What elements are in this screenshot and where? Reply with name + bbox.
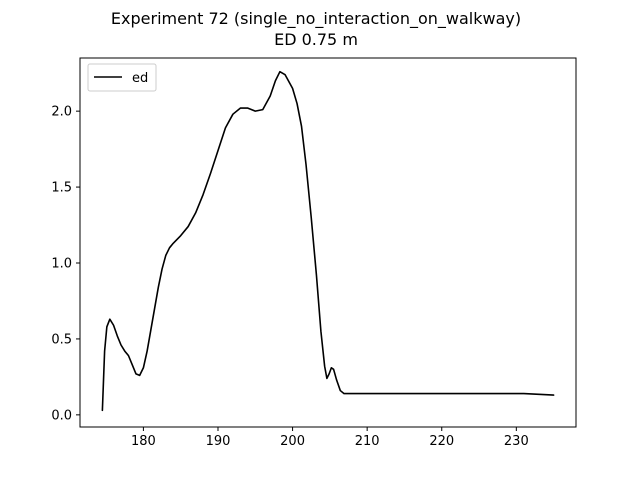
plot-frame xyxy=(79,57,577,428)
series-line-ed xyxy=(101,70,555,412)
series-layer xyxy=(101,70,555,412)
plot-area xyxy=(79,57,577,428)
legend-label-ed: ed xyxy=(132,71,148,86)
legend: ed xyxy=(87,63,157,92)
x-tick-label: 220 xyxy=(429,434,454,449)
x-tick-label: 230 xyxy=(504,434,529,449)
y-axis: 0.0 0.5 1.0 1.5 2.0 xyxy=(51,105,80,423)
chart-title: Experiment 72 (single_no_interaction_on_… xyxy=(111,9,521,29)
chart-subtitle: ED 0.75 m xyxy=(274,30,358,49)
x-tick-label: 190 xyxy=(206,434,231,449)
x-tick-label: 180 xyxy=(131,434,156,449)
y-tick-label: 0.5 xyxy=(51,332,72,347)
y-tick-label: 2.0 xyxy=(51,105,72,120)
y-tick-label: 0.0 xyxy=(51,408,72,423)
x-tick-label: 210 xyxy=(355,434,380,449)
y-tick-label: 1.5 xyxy=(51,181,72,196)
x-tick-label: 200 xyxy=(280,434,305,449)
y-tick-label: 1.0 xyxy=(51,257,72,272)
x-axis: 180 190 200 210 220 230 xyxy=(131,427,529,449)
